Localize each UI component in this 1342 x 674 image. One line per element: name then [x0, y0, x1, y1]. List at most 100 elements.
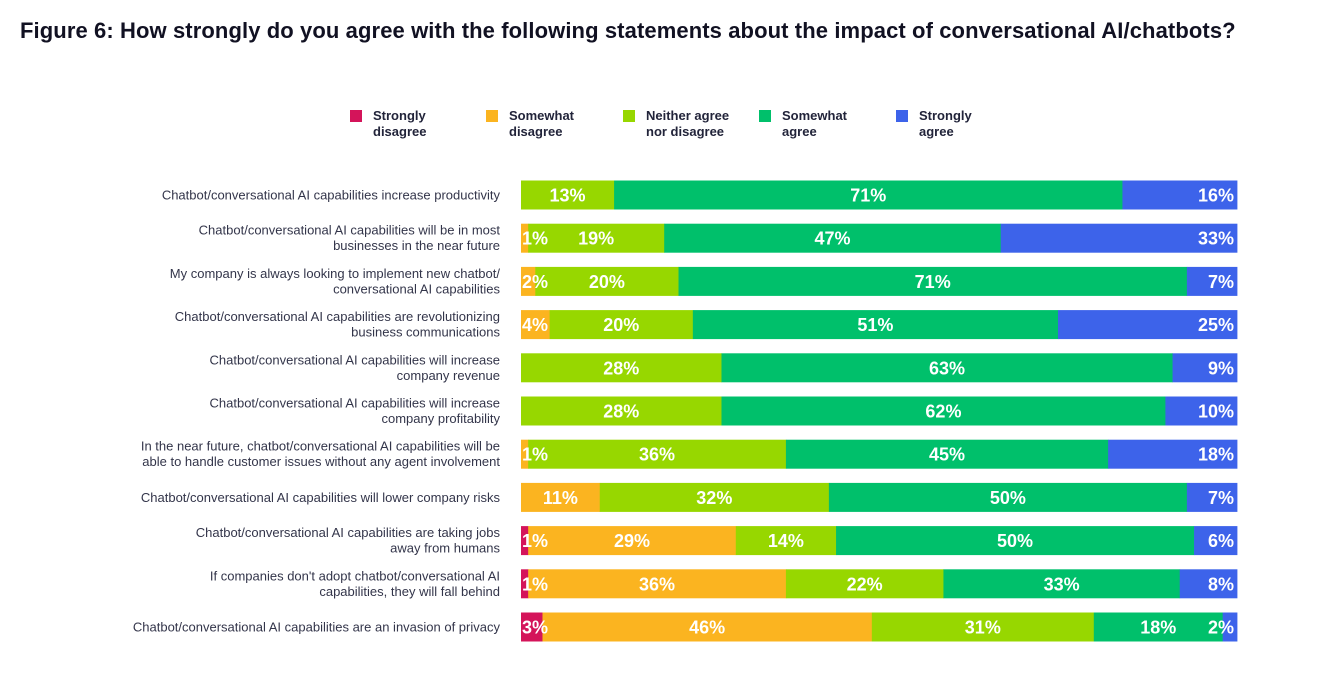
- category-label-1: Chatbot/conversational AI capabilities i…: [162, 188, 501, 203]
- legend-label-strongly-agree: Strongly agree: [919, 108, 972, 139]
- bar-row-9: 1% 29% 14% 50% 6%: [521, 526, 1238, 556]
- bar-row-1: 13% 71% 16%: [521, 180, 1238, 210]
- bar-segment-neither-agree-nor-disagree-4: [549, 310, 694, 340]
- bar-segment-somewhat-disagree-9: [528, 526, 737, 556]
- value-label-somewhat-agree-2: 47%: [814, 229, 850, 249]
- legend-swatch-strongly-disagree: [350, 110, 362, 122]
- bar-row-2: 1% 19% 47% 33%: [521, 223, 1238, 253]
- value-label-strongly-agree-8: 7%: [1208, 488, 1234, 508]
- value-label-neither-agree-nor-disagree-6: 28%: [603, 402, 639, 422]
- value-label-strongly-agree-2: 33%: [1198, 229, 1234, 249]
- category-label-11: Chatbot/conversational AI capabilities a…: [133, 620, 501, 635]
- legend-swatch-somewhat-agree: [759, 110, 771, 122]
- bar-segment-somewhat-agree-11: [1093, 612, 1224, 642]
- bar-segment-somewhat-agree-2: [664, 223, 1002, 253]
- bar-segment-strongly-agree-10: [1179, 569, 1238, 599]
- legend-label-neither: Neither agree nor disagree: [646, 108, 730, 139]
- bar-segment-neither-agree-nor-disagree-1: [521, 180, 615, 210]
- bar-segment-neither-agree-nor-disagree-9: [735, 526, 837, 556]
- bar-segment-strongly-agree-1: [1122, 180, 1238, 210]
- bar-row-11: 3% 46% 31% 18% 2%: [521, 612, 1238, 642]
- category-label-4: Chatbot/conversational AI capabilities a…: [175, 309, 501, 340]
- legend-swatch-strongly-agree: [896, 110, 908, 122]
- bar-segment-somewhat-agree-10: [943, 569, 1181, 599]
- bar-row-3: 2% 20% 71% 7%: [521, 266, 1238, 296]
- value-label-strongly-agree-7: 18%: [1198, 445, 1234, 465]
- value-label-neither-agree-nor-disagree-2: 19%: [578, 229, 614, 249]
- bar-segment-somewhat-agree-8: [828, 482, 1188, 512]
- value-label-somewhat-agree-5: 63%: [929, 358, 965, 378]
- bar-row-4: 4% 20% 51% 25%: [521, 310, 1238, 340]
- value-label-somewhat-agree-1: 71%: [850, 186, 886, 206]
- legend-swatch-neither: [623, 110, 635, 122]
- category-label-3: My company is always looking to implemen…: [170, 266, 501, 297]
- bar-segment-somewhat-agree-3: [678, 266, 1188, 296]
- bar-segment-neither-agree-nor-disagree-5: [521, 353, 722, 383]
- value-label-neither-agree-nor-disagree-5: 28%: [603, 358, 639, 378]
- bar-segment-strongly-agree-2: [1000, 223, 1238, 253]
- legend-label-somewhat-disagree: Somewhat disagree: [509, 108, 575, 139]
- bar-segment-somewhat-agree-7: [785, 439, 1109, 469]
- bar-segment-strongly-agree-3: [1186, 266, 1238, 296]
- bar-segment-neither-agree-nor-disagree-11: [871, 612, 1095, 642]
- value-label-somewhat-agree-9: 50%: [997, 531, 1033, 551]
- bar-segment-strongly-agree-11: [1222, 612, 1238, 642]
- bar-row-8: 11% 32% 50% 7%: [521, 482, 1238, 512]
- value-label-strongly-agree-6: 10%: [1198, 402, 1234, 422]
- bar-segment-somewhat-disagree-4: [521, 310, 551, 340]
- bar-segment-neither-agree-nor-disagree-2: [528, 223, 665, 253]
- value-label-strongly-agree-9: 6%: [1208, 531, 1234, 551]
- value-label-neither-agree-nor-disagree-11: 31%: [965, 618, 1001, 638]
- category-label-9: Chatbot/conversational AI capabilities a…: [196, 525, 501, 556]
- value-label-somewhat-disagree-11: 46%: [689, 618, 725, 638]
- bar-segment-somewhat-disagree-7: [521, 439, 529, 469]
- value-label-neither-agree-nor-disagree-8: 32%: [696, 488, 732, 508]
- category-label-2: Chatbot/conversational AI capabilities w…: [199, 223, 501, 254]
- value-label-strongly-disagree-10: 1%: [522, 574, 548, 594]
- value-label-somewhat-disagree-4: 4%: [522, 315, 548, 335]
- value-label-somewhat-agree-10: 33%: [1044, 574, 1080, 594]
- category-label-6: Chatbot/conversational AI capabilities w…: [210, 396, 501, 427]
- value-label-neither-agree-nor-disagree-3: 20%: [589, 272, 625, 292]
- bar-row-5: 28% 63% 9%: [521, 353, 1238, 383]
- bar-segment-strongly-agree-7: [1108, 439, 1238, 469]
- chart-title: Figure 6: How strongly do you agree with…: [20, 18, 1236, 43]
- value-label-strongly-agree-1: 16%: [1198, 186, 1234, 206]
- bar-segment-neither-agree-nor-disagree-3: [535, 266, 679, 296]
- bar-segment-somewhat-disagree-11: [542, 612, 873, 642]
- value-label-somewhat-agree-8: 50%: [990, 488, 1026, 508]
- legend-swatch-somewhat-disagree: [486, 110, 498, 122]
- value-label-strongly-disagree-9: 1%: [522, 531, 548, 551]
- bar-segment-strongly-agree-4: [1058, 310, 1238, 340]
- category-label-10: If companies don't adopt chatbot/convers…: [210, 568, 500, 599]
- value-label-somewhat-agree-11: 18%: [1140, 618, 1176, 638]
- category-label-8: Chatbot/conversational AI capabilities w…: [141, 490, 501, 505]
- value-label-neither-agree-nor-disagree-4: 20%: [603, 315, 639, 335]
- bar-segment-strongly-agree-9: [1194, 526, 1238, 556]
- value-label-strongly-agree-4: 25%: [1198, 315, 1234, 335]
- value-label-somewhat-disagree-9: 29%: [614, 531, 650, 551]
- legend-label-strongly-disagree: Strongly disagree: [373, 108, 427, 139]
- value-label-somewhat-disagree-10: 36%: [639, 574, 675, 594]
- category-label-5: Chatbot/conversational AI capabilities w…: [210, 352, 501, 383]
- value-label-somewhat-agree-7: 45%: [929, 445, 965, 465]
- bar-segment-strongly-agree-5: [1172, 353, 1238, 383]
- bar-segment-neither-agree-nor-disagree-6: [521, 396, 722, 426]
- bar-segment-neither-agree-nor-disagree-10: [785, 569, 944, 599]
- value-label-somewhat-agree-3: 71%: [915, 272, 951, 292]
- bar-segment-strongly-agree-8: [1186, 482, 1238, 512]
- bar-segment-somewhat-agree-4: [692, 310, 1059, 340]
- bar-segment-strongly-disagree-10: [521, 569, 529, 599]
- value-label-strongly-disagree-11: 3%: [522, 618, 548, 638]
- bar-row-7: 1% 36% 45% 18%: [521, 439, 1238, 469]
- bar-segment-strongly-agree-6: [1165, 396, 1238, 426]
- value-label-neither-agree-nor-disagree-1: 13%: [550, 186, 586, 206]
- bar-segment-strongly-disagree-9: [521, 526, 529, 556]
- value-label-somewhat-disagree-7: 1%: [522, 445, 548, 465]
- bar-segment-strongly-disagree-11: [521, 612, 543, 642]
- bar-segment-somewhat-agree-5: [721, 353, 1173, 383]
- value-label-strongly-agree-3: 7%: [1208, 272, 1234, 292]
- bar-row-10: 1% 36% 22% 33% 8%: [521, 569, 1238, 599]
- value-label-neither-agree-nor-disagree-10: 22%: [847, 574, 883, 594]
